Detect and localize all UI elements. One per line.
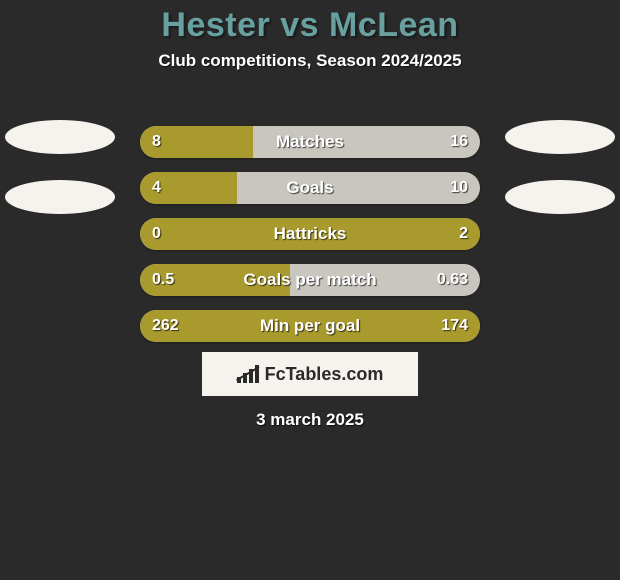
page-title: Hester vs McLean — [0, 0, 620, 45]
page-subtitle: Club competitions, Season 2024/2025 — [0, 51, 620, 71]
stat-label: Goals — [140, 172, 480, 204]
bar-chart-icon — [237, 365, 259, 383]
stat-value-right: 2 — [459, 218, 468, 250]
stat-value-right: 0.63 — [437, 264, 468, 296]
stat-value-right: 10 — [450, 172, 468, 204]
stat-bar: 8Matches16 — [140, 126, 480, 158]
stat-bar: 262Min per goal174 — [140, 310, 480, 342]
branding-text: FcTables.com — [265, 364, 384, 385]
stat-label: Goals per match — [140, 264, 480, 296]
comparison-bars: 8Matches16 4Goals10 0Hattricks2 0.5Goals pe… — [140, 126, 480, 342]
left-badge-column — [0, 120, 120, 214]
player-badge-right-1 — [505, 120, 615, 154]
page-root: Hester vs McLean Club competitions, Seas… — [0, 0, 620, 580]
stat-value-right: 16 — [450, 126, 468, 158]
date-label: 3 march 2025 — [0, 410, 620, 430]
player-badge-left-2 — [5, 180, 115, 214]
stat-bar: 0.5Goals per match0.63 — [140, 264, 480, 296]
stat-label: Hattricks — [140, 218, 480, 250]
right-badge-column — [500, 120, 620, 214]
player-badge-left-1 — [5, 120, 115, 154]
branding-box: FcTables.com — [202, 352, 418, 396]
stat-label: Matches — [140, 126, 480, 158]
stat-bar: 4Goals10 — [140, 172, 480, 204]
stat-value-right: 174 — [441, 310, 468, 342]
player-badge-right-2 — [505, 180, 615, 214]
stat-bar: 0Hattricks2 — [140, 218, 480, 250]
stat-label: Min per goal — [140, 310, 480, 342]
